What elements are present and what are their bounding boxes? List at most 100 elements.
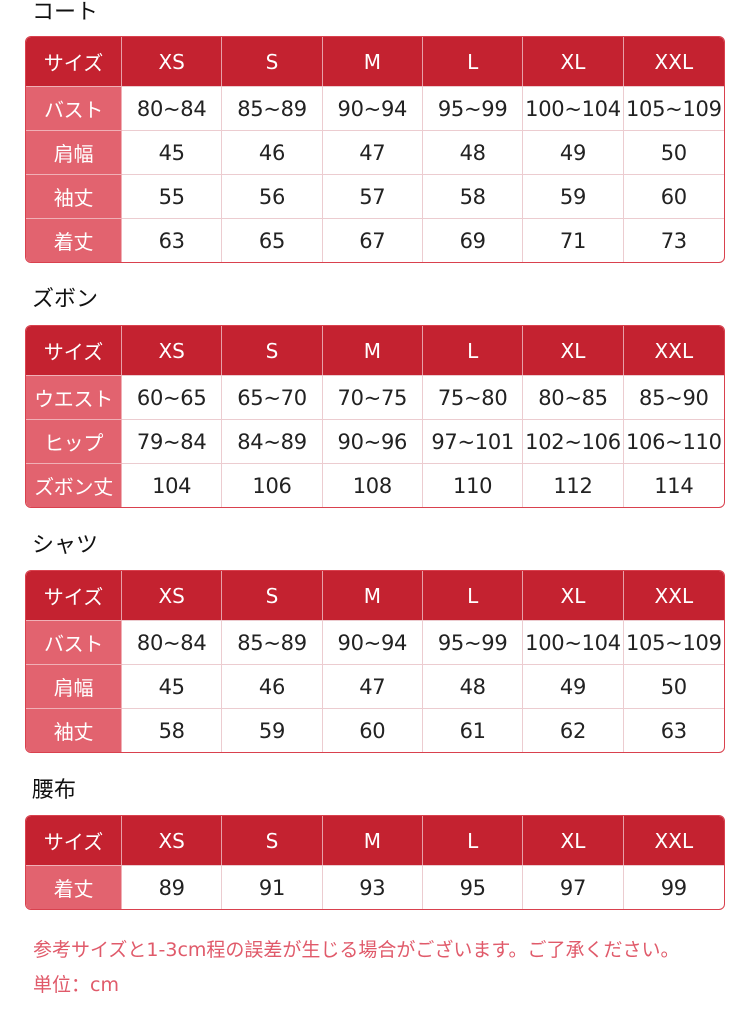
size-table: サイズ XS S M L XL XXL バスト 80~84 85~89 90~94 95~99 100~… bbox=[25, 570, 725, 753]
value-cell: 59 bbox=[523, 174, 624, 218]
row-label: 着丈 bbox=[26, 218, 122, 262]
value-cell: 95 bbox=[422, 865, 524, 909]
table-row: バスト 80~84 85~89 90~94 95~99 100~104 105~109 bbox=[26, 86, 724, 130]
row-label: 袖丈 bbox=[26, 708, 122, 752]
header-row: サイズ XS S M L XL XXL bbox=[26, 326, 724, 375]
value-cell: 49 bbox=[523, 664, 624, 708]
size-header-cell: XS bbox=[122, 816, 223, 865]
table-row: ウエスト 60~65 65~70 70~75 75~80 80~85 85~90 bbox=[26, 375, 724, 419]
value-cell: 67 bbox=[322, 218, 423, 262]
value-cell: 104 bbox=[122, 463, 223, 507]
value-cell: 114 bbox=[623, 463, 724, 507]
value-cell: 55 bbox=[122, 174, 223, 218]
value-cell: 45 bbox=[122, 664, 223, 708]
table-row: ヒップ 79~84 84~89 90~96 97~101 102~106 106~110 bbox=[26, 419, 724, 463]
value-cell: 47 bbox=[322, 664, 423, 708]
value-cell: 47 bbox=[322, 130, 423, 174]
row-label: 着丈 bbox=[26, 865, 122, 909]
value-cell: 97 bbox=[523, 865, 624, 909]
value-cell: 60 bbox=[322, 708, 423, 752]
value-cell: 89 bbox=[122, 865, 223, 909]
size-header-cell: XS bbox=[122, 571, 223, 620]
header-cell: サイズ bbox=[26, 37, 122, 86]
row-label: ウエスト bbox=[26, 375, 122, 419]
value-cell: 73 bbox=[623, 218, 724, 262]
value-cell: 65 bbox=[222, 218, 323, 262]
size-table: サイズ XS S M L XL XXL ウエスト 60~65 65~70 70~75 75~80 80~… bbox=[25, 325, 725, 508]
value-cell: 100~104 bbox=[523, 620, 624, 664]
size-header-cell: S bbox=[222, 816, 323, 865]
value-cell: 49 bbox=[523, 130, 624, 174]
header-cell: サイズ bbox=[26, 816, 122, 865]
table-row: ズボン丈 104 106 108 110 112 114 bbox=[26, 463, 724, 507]
size-header-cell: XL bbox=[523, 816, 624, 865]
value-cell: 90~96 bbox=[322, 419, 423, 463]
value-cell: 60 bbox=[623, 174, 724, 218]
value-cell: 69 bbox=[422, 218, 524, 262]
value-cell: 102~106 bbox=[523, 419, 624, 463]
row-label: バスト bbox=[26, 620, 122, 664]
size-header-cell: M bbox=[322, 571, 423, 620]
row-label: バスト bbox=[26, 86, 122, 130]
table-row: 肩幅 45 46 47 48 49 50 bbox=[26, 664, 724, 708]
header-row: サイズ XS S M L XL XXL bbox=[26, 571, 724, 620]
value-cell: 93 bbox=[322, 865, 423, 909]
size-header-cell: S bbox=[222, 326, 323, 375]
value-cell: 61 bbox=[422, 708, 524, 752]
value-cell: 91 bbox=[222, 865, 323, 909]
table-row: 着丈 89 91 93 95 97 99 bbox=[26, 865, 724, 909]
value-cell: 70~75 bbox=[322, 375, 423, 419]
size-header-cell: L bbox=[422, 816, 524, 865]
header-cell: サイズ bbox=[26, 571, 122, 620]
value-cell: 97~101 bbox=[422, 419, 524, 463]
value-cell: 90~94 bbox=[322, 86, 423, 130]
value-cell: 112 bbox=[523, 463, 624, 507]
size-header-cell: XXL bbox=[623, 326, 724, 375]
disclaimer-note: 参考サイズと1-3cm程の誤差が生じる場合がございます。ご了承ください。 bbox=[33, 939, 680, 961]
value-cell: 46 bbox=[222, 664, 323, 708]
header-cell: サイズ bbox=[26, 326, 122, 375]
value-cell: 85~89 bbox=[222, 86, 323, 130]
value-cell: 80~84 bbox=[122, 86, 223, 130]
value-cell: 108 bbox=[322, 463, 423, 507]
table-row: バスト 80~84 85~89 90~94 95~99 100~104 105~109 bbox=[26, 620, 724, 664]
section-title: ズボン bbox=[32, 287, 99, 312]
value-cell: 45 bbox=[122, 130, 223, 174]
value-cell: 90~94 bbox=[322, 620, 423, 664]
row-label: 肩幅 bbox=[26, 664, 122, 708]
row-label: ズボン丈 bbox=[26, 463, 122, 507]
value-cell: 100~104 bbox=[523, 86, 624, 130]
size-header-cell: L bbox=[422, 571, 524, 620]
value-cell: 57 bbox=[322, 174, 423, 218]
size-header-cell: XS bbox=[122, 326, 223, 375]
row-label: ヒップ bbox=[26, 419, 122, 463]
value-cell: 110 bbox=[422, 463, 524, 507]
size-header-cell: S bbox=[222, 37, 323, 86]
value-cell: 99 bbox=[623, 865, 724, 909]
header-row: サイズ XS S M L XL XXL bbox=[26, 37, 724, 86]
value-cell: 80~84 bbox=[122, 620, 223, 664]
section-title: 腰布 bbox=[32, 778, 77, 803]
value-cell: 95~99 bbox=[422, 86, 524, 130]
size-header-cell: M bbox=[322, 326, 423, 375]
value-cell: 46 bbox=[222, 130, 323, 174]
value-cell: 60~65 bbox=[122, 375, 223, 419]
value-cell: 48 bbox=[422, 664, 524, 708]
value-cell: 48 bbox=[422, 130, 524, 174]
row-label: 肩幅 bbox=[26, 130, 122, 174]
value-cell: 63 bbox=[623, 708, 724, 752]
size-header-cell: XXL bbox=[623, 37, 724, 86]
header-row: サイズ XS S M L XL XXL bbox=[26, 816, 724, 865]
size-header-cell: XS bbox=[122, 37, 223, 86]
size-header-cell: M bbox=[322, 816, 423, 865]
value-cell: 59 bbox=[222, 708, 323, 752]
size-header-cell: XXL bbox=[623, 816, 724, 865]
value-cell: 84~89 bbox=[222, 419, 323, 463]
value-cell: 65~70 bbox=[222, 375, 323, 419]
unit-note: 単位：cm bbox=[33, 974, 119, 996]
size-table: サイズ XS S M L XL XXL 着丈 89 91 93 95 97 99 bbox=[25, 815, 725, 910]
table-row: 袖丈 58 59 60 61 62 63 bbox=[26, 708, 724, 752]
value-cell: 71 bbox=[523, 218, 624, 262]
value-cell: 58 bbox=[422, 174, 524, 218]
table-row: 肩幅 45 46 47 48 49 50 bbox=[26, 130, 724, 174]
